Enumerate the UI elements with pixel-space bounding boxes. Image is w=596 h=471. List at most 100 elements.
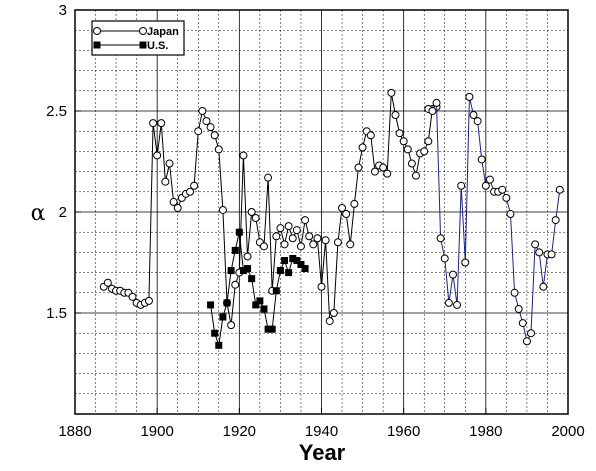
data-point-us: [235, 228, 243, 236]
data-point-us: [264, 325, 272, 333]
legend-marker-japan: [93, 27, 101, 35]
data-point-japan: [436, 234, 445, 243]
data-point-japan: [247, 208, 256, 216]
data-point-japan: [506, 210, 515, 219]
x-tick-label: 1980: [469, 423, 502, 440]
data-point-japan: [424, 137, 433, 146]
data-point-japan: [399, 137, 408, 146]
data-point-japan: [309, 240, 318, 249]
data-point-japan: [325, 317, 334, 326]
data-point-japan: [539, 282, 548, 291]
data-point-us: [260, 305, 268, 313]
x-tick-label: 1880: [58, 423, 91, 440]
data-point-japan: [518, 319, 527, 328]
data-point-us: [211, 329, 219, 337]
data-point-japan: [448, 270, 457, 279]
data-point-japan: [407, 159, 416, 168]
data-point-japan: [280, 240, 289, 249]
grid: [75, 10, 568, 414]
data-point-japan: [165, 159, 174, 168]
data-point-japan: [440, 254, 449, 263]
data-point-japan: [469, 111, 478, 120]
y-tick-label: 3: [59, 2, 67, 19]
x-tick-label: 1900: [140, 423, 173, 440]
data-point-japan: [411, 171, 420, 180]
data-point-japan: [346, 240, 355, 249]
data-point-japan: [276, 224, 285, 233]
data-point-japan: [473, 117, 482, 126]
legend-marker-us-2: [139, 41, 147, 49]
data-point-japan: [383, 169, 392, 178]
data-point-japan: [457, 181, 466, 190]
data-point-japan: [391, 111, 400, 120]
legend-label-japan: Japan: [147, 26, 179, 38]
data-point-japan: [444, 298, 453, 307]
data-point-japan: [317, 282, 326, 291]
y-tick-label: 1.5: [46, 305, 67, 322]
data-point-japan: [477, 155, 486, 164]
data-point-japan: [157, 119, 166, 128]
data-point-japan: [428, 107, 437, 115]
data-point-us: [219, 313, 227, 321]
data-point-japan: [321, 236, 330, 245]
data-point-japan: [333, 238, 342, 247]
y-axis-label: α: [31, 201, 46, 226]
data-point-japan: [395, 129, 404, 138]
data-point-japan: [198, 107, 207, 115]
data-point-us: [223, 299, 231, 307]
data-point-japan: [202, 117, 211, 126]
legend-marker-japan-2: [139, 27, 147, 35]
data-point-japan: [243, 252, 252, 261]
data-point-us: [215, 341, 223, 349]
data-point-japan: [272, 232, 281, 241]
x-axis-label: Year: [299, 440, 346, 465]
data-point-japan: [288, 234, 297, 243]
data-point-japan: [354, 163, 363, 172]
data-point-japan: [173, 203, 182, 212]
ticks: 1880 1900 1920 1940 1960 1980 2000 1.5 2 2.5 3: [46, 2, 585, 440]
data-point-japan: [555, 185, 564, 194]
data-point-japan: [370, 167, 379, 176]
data-point-japan: [210, 131, 219, 140]
data-point-japan: [379, 163, 388, 172]
data-point-us: [231, 246, 239, 254]
data-point-japan: [461, 258, 470, 267]
data-point-japan: [301, 216, 310, 225]
data-point-japan: [432, 98, 441, 107]
data-point-us: [289, 254, 297, 262]
data-point-japan: [284, 222, 293, 231]
data-point-us: [248, 275, 256, 283]
data-point-japan: [420, 147, 429, 156]
data-point-japan: [342, 210, 351, 219]
data-point-japan: [144, 296, 153, 305]
x-tick-label: 1940: [305, 423, 338, 440]
data-point-japan: [218, 205, 227, 214]
data-point-us: [239, 267, 247, 275]
data-point-us: [207, 301, 215, 309]
data-point-japan: [227, 321, 236, 330]
data-point-us: [256, 297, 264, 305]
data-point-us: [252, 301, 260, 309]
data-point-japan: [387, 88, 396, 97]
data-point-japan: [153, 151, 162, 160]
data-point-japan: [514, 304, 523, 313]
legend-label-us: U.S.: [147, 40, 168, 52]
data-point-japan: [149, 119, 158, 128]
x-tick-label: 1960: [387, 423, 420, 440]
data-point-us: [244, 265, 252, 273]
x-tick-label: 2000: [551, 423, 584, 440]
data-point-japan: [535, 248, 544, 257]
series-layer: [99, 88, 564, 349]
data-point-us: [281, 256, 289, 264]
data-point-japan: [465, 92, 474, 101]
data-point-japan: [551, 216, 560, 225]
data-point-japan: [366, 131, 375, 140]
legend: Japan U.S.: [91, 20, 185, 56]
data-point-japan: [481, 181, 490, 190]
data-point-us: [301, 265, 309, 273]
data-point-japan: [296, 242, 305, 251]
data-point-japan: [292, 226, 301, 235]
data-point-japan: [305, 232, 314, 241]
